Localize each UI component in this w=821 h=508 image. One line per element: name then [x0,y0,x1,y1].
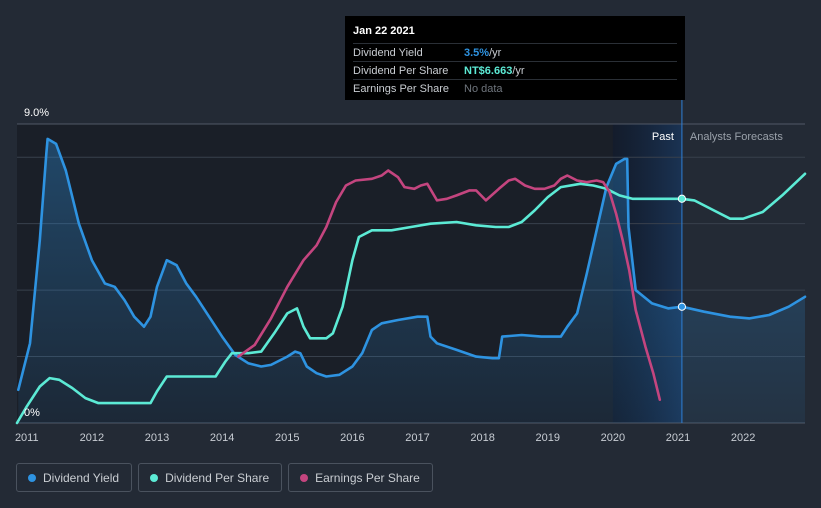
past-label: Past [652,131,674,143]
tooltip-row-dividend-per-share: Dividend Per Share NT$6.663 /yr [353,61,677,79]
legend-dot-icon [300,473,309,482]
earnings-per-share-line [237,169,662,401]
forecast-label: Analysts Forecasts [690,131,783,143]
tooltip-value: NT$6.663 [464,64,513,77]
tooltip-value: No data [464,82,503,95]
tooltip-unit: /yr [512,64,525,77]
x-tick-label: 2022 [731,432,755,444]
x-tick-label: 2015 [275,432,299,444]
legend-label: Dividend Yield [43,470,120,485]
x-tick-label: 2021 [666,432,690,444]
x-tick-label: 2016 [340,432,364,444]
x-tick-label: 2019 [536,432,560,444]
legend-item-dividend-yield[interactable]: Dividend Yield [16,463,133,492]
x-tick-label: 2018 [470,432,494,444]
tooltip: Jan 22 2021 Dividend Yield 3.5% /yr Divi… [345,16,685,100]
legend-label: Earnings Per Share [315,470,420,485]
y-tick-label: 9.0% [24,107,49,119]
legend-dot-icon [28,473,36,482]
legend-item-dividend-per-share[interactable]: Dividend Per Share [138,463,283,492]
tooltip-date: Jan 22 2021 [353,25,415,37]
tooltip-row-earnings-per-share: Earnings Per Share No data [353,79,677,97]
legend-item-earnings-per-share[interactable]: Earnings Per Share [288,463,433,492]
legend: Dividend Yield Dividend Per Share Earnin… [16,463,433,492]
tooltip-row-dividend-yield: Dividend Yield 3.5% /yr [353,43,677,61]
x-tick-label: 2017 [405,432,429,444]
dividend-per-share-marker [677,194,687,203]
x-tick-label: 2020 [601,432,625,444]
tooltip-label: Earnings Per Share [353,82,449,95]
x-tick-label: 2012 [80,432,104,444]
dividend-yield-marker [677,302,687,311]
dividend-yield-area [18,138,806,423]
tooltip-unit: /yr [489,46,502,59]
x-tick-label: 2013 [145,432,169,444]
tooltip-value: 3.5% [464,46,490,59]
tooltip-label: Dividend Per Share [353,64,449,77]
legend-dot-icon [150,473,159,482]
x-tick-label: 2014 [210,432,234,444]
tooltip-label: Dividend Yield [353,46,423,59]
dividend-per-share-line [15,172,807,425]
x-tick-label: 2011 [15,432,39,444]
legend-label: Dividend Per Share [165,470,270,485]
dividend-yield-line [17,137,807,392]
y-tick-label: 0% [24,407,40,419]
